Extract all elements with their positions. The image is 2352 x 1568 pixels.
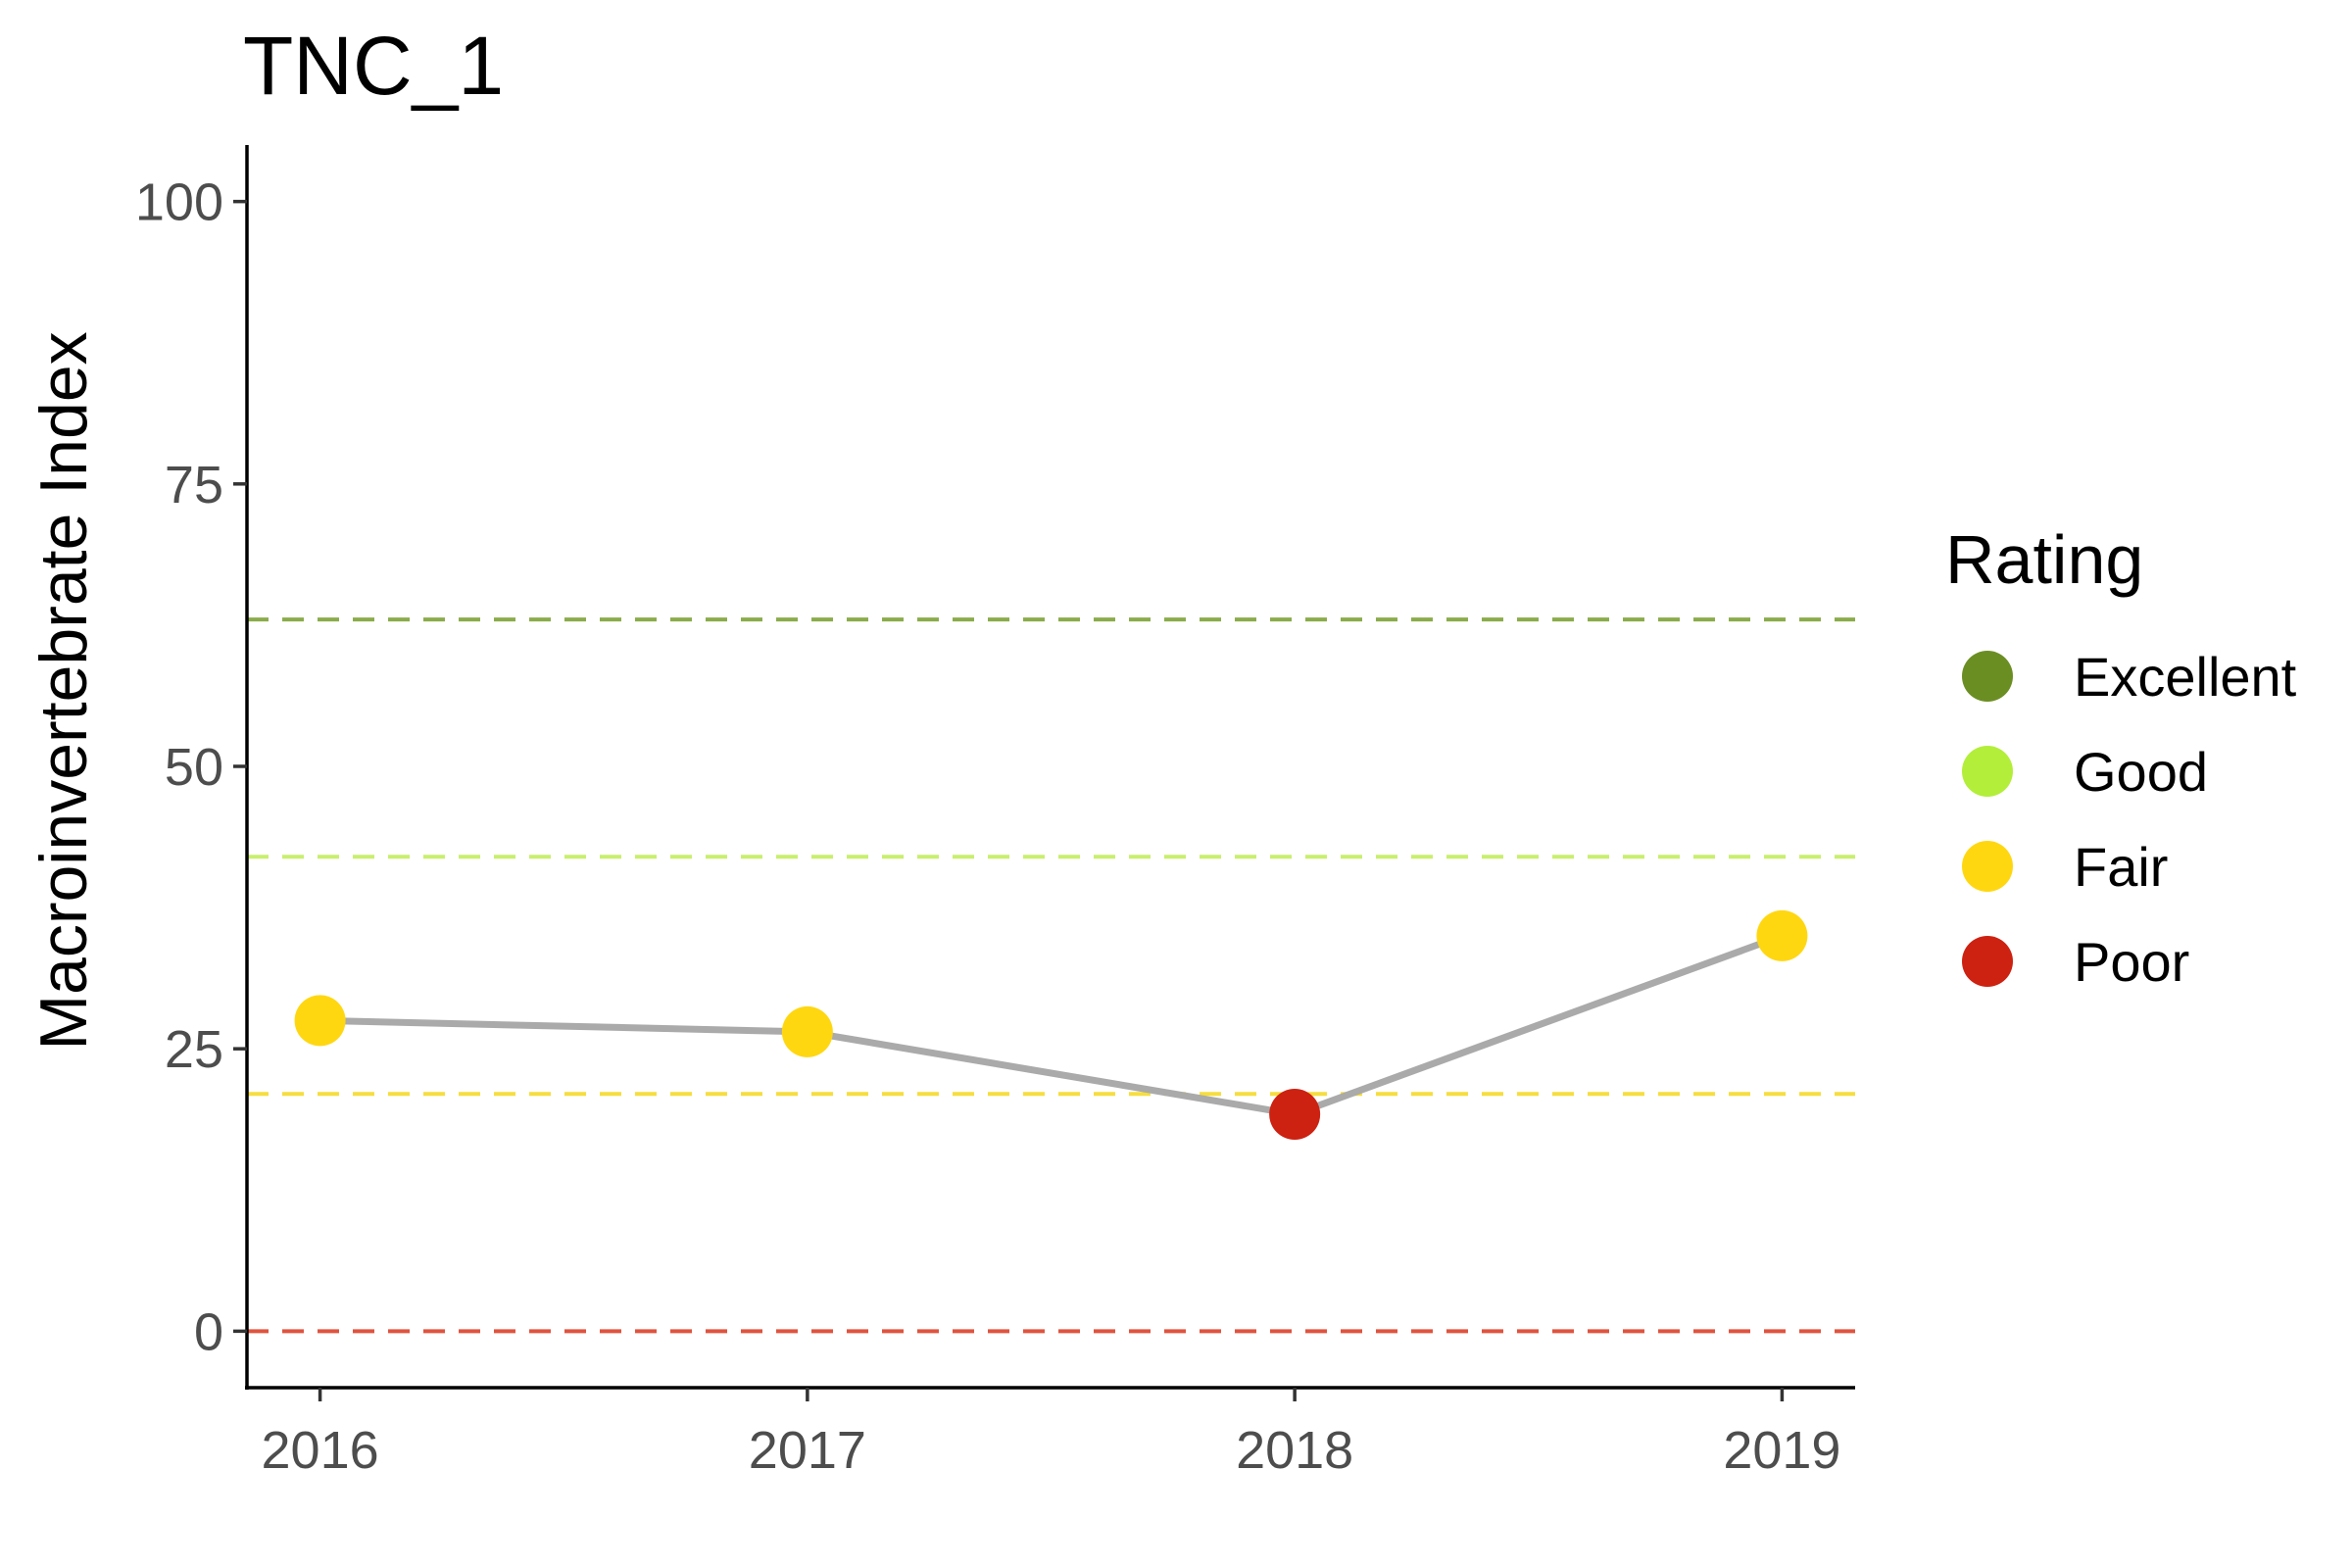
y-tick-label: 75 xyxy=(165,456,223,514)
legend-swatch-good xyxy=(1962,746,2013,797)
x-ticks: 2016 2017 2018 2019 xyxy=(262,1388,1840,1480)
legend-swatch-fair xyxy=(1962,841,2013,892)
series-line-path xyxy=(319,932,1784,1118)
y-tick-label: 25 xyxy=(165,1020,223,1079)
y-axis-label: Macroinvertebrate Index xyxy=(26,331,101,1050)
legend-swatch-poor xyxy=(1962,936,2013,987)
data-points xyxy=(294,909,1808,1141)
data-point-2017 xyxy=(781,1005,833,1057)
y-tick-label: 0 xyxy=(194,1302,223,1361)
legend-swatch-excellent xyxy=(1962,651,2013,702)
legend-label-fair: Fair xyxy=(2074,836,2168,898)
x-tick-label: 2018 xyxy=(1236,1421,1353,1480)
threshold-lines xyxy=(247,617,1855,1334)
data-point-2019 xyxy=(1756,909,1808,961)
legend-items: Excellent Good Fair Poor xyxy=(1962,646,2297,993)
x-tick-label: 2017 xyxy=(749,1421,866,1480)
y-tick-label: 100 xyxy=(135,173,223,232)
data-point-2018 xyxy=(1269,1089,1321,1141)
y-ticks: 0 25 50 75 100 xyxy=(135,173,247,1361)
x-tick-label: 2016 xyxy=(262,1421,379,1480)
legend: Rating Excellent Good Fair Poor xyxy=(1945,521,2297,993)
legend-label-good: Good xyxy=(2074,741,2208,803)
data-point-2016 xyxy=(294,995,346,1047)
legend-label-poor: Poor xyxy=(2074,931,2189,993)
y-tick-label: 50 xyxy=(165,738,223,797)
legend-title: Rating xyxy=(1945,521,2143,598)
axes xyxy=(245,145,1855,1390)
legend-label-excellent: Excellent xyxy=(2074,646,2297,708)
series-line xyxy=(319,932,1784,1118)
x-tick-label: 2019 xyxy=(1723,1421,1840,1480)
chart-title: TNC_1 xyxy=(243,20,504,112)
